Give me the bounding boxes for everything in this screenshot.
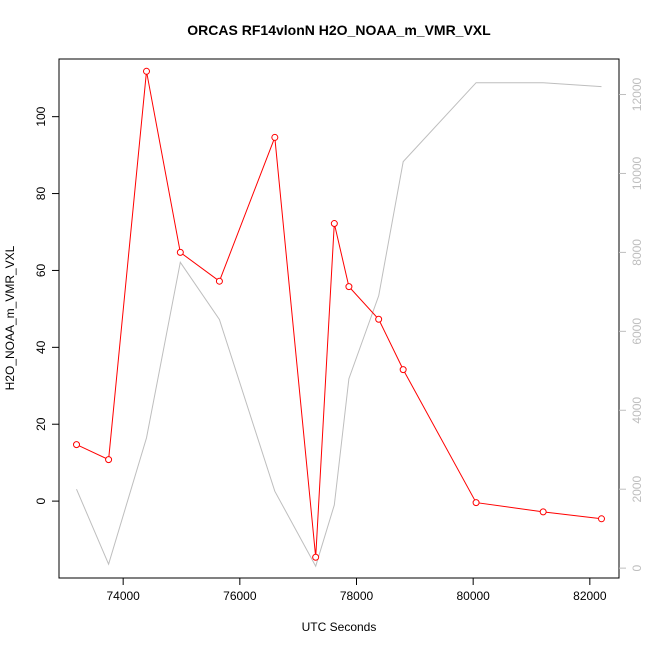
y-tick-label: 60	[34, 263, 48, 277]
y2-tick-label: 10000	[630, 156, 644, 190]
y-tick-label: 20	[34, 417, 48, 431]
data-point	[215, 277, 223, 285]
data-point	[73, 441, 80, 449]
y-axis-label: H2O_NOAA_m_VMR_VXL	[3, 245, 17, 390]
data-point	[472, 499, 480, 507]
x-tick-label: 78000	[340, 589, 374, 603]
data-point	[539, 508, 547, 516]
data-point	[375, 315, 383, 323]
y-tick-label: 40	[34, 340, 48, 354]
y2-tick-label: 4000	[630, 397, 644, 424]
primary-series-line	[76, 71, 602, 558]
y-tick-label: 0	[34, 497, 48, 504]
data-point	[143, 67, 150, 75]
data-point	[598, 515, 605, 523]
secondary-series-line	[76, 82, 602, 568]
y-tick-label: 80	[34, 187, 48, 201]
data-point	[345, 283, 353, 291]
data-point	[330, 220, 338, 228]
y2-tick-label: 12000	[630, 78, 644, 112]
x-axis: 74000 76000 78000 80000 82000	[106, 578, 607, 603]
plot-frame	[58, 58, 620, 579]
y-axis-right: 0 2000 4000 6000 8000 10000 12000	[619, 78, 644, 571]
y2-tick-label: 8000	[630, 239, 644, 266]
y2-tick-label: 2000	[630, 476, 644, 503]
x-tick-label: 74000	[106, 589, 140, 603]
y-tick-label: 100	[34, 106, 48, 126]
y2-tick-label: 6000	[630, 318, 644, 345]
y2-tick-label: 0	[630, 564, 644, 571]
data-point	[105, 456, 113, 464]
data-point	[312, 553, 320, 561]
x-tick-label: 76000	[223, 589, 257, 603]
data-point	[271, 133, 279, 141]
series-layer	[73, 67, 605, 568]
y-axis-left: 0 20 40 60 80 100	[34, 106, 59, 504]
chart-title: ORCAS RF14vlonN H2O_NOAA_m_VMR_VXL	[187, 22, 491, 38]
data-point	[176, 248, 184, 256]
x-axis-label: UTC Seconds	[302, 620, 377, 634]
data-point	[399, 366, 407, 374]
x-tick-label: 82000	[573, 589, 607, 603]
x-tick-label: 80000	[456, 589, 490, 603]
